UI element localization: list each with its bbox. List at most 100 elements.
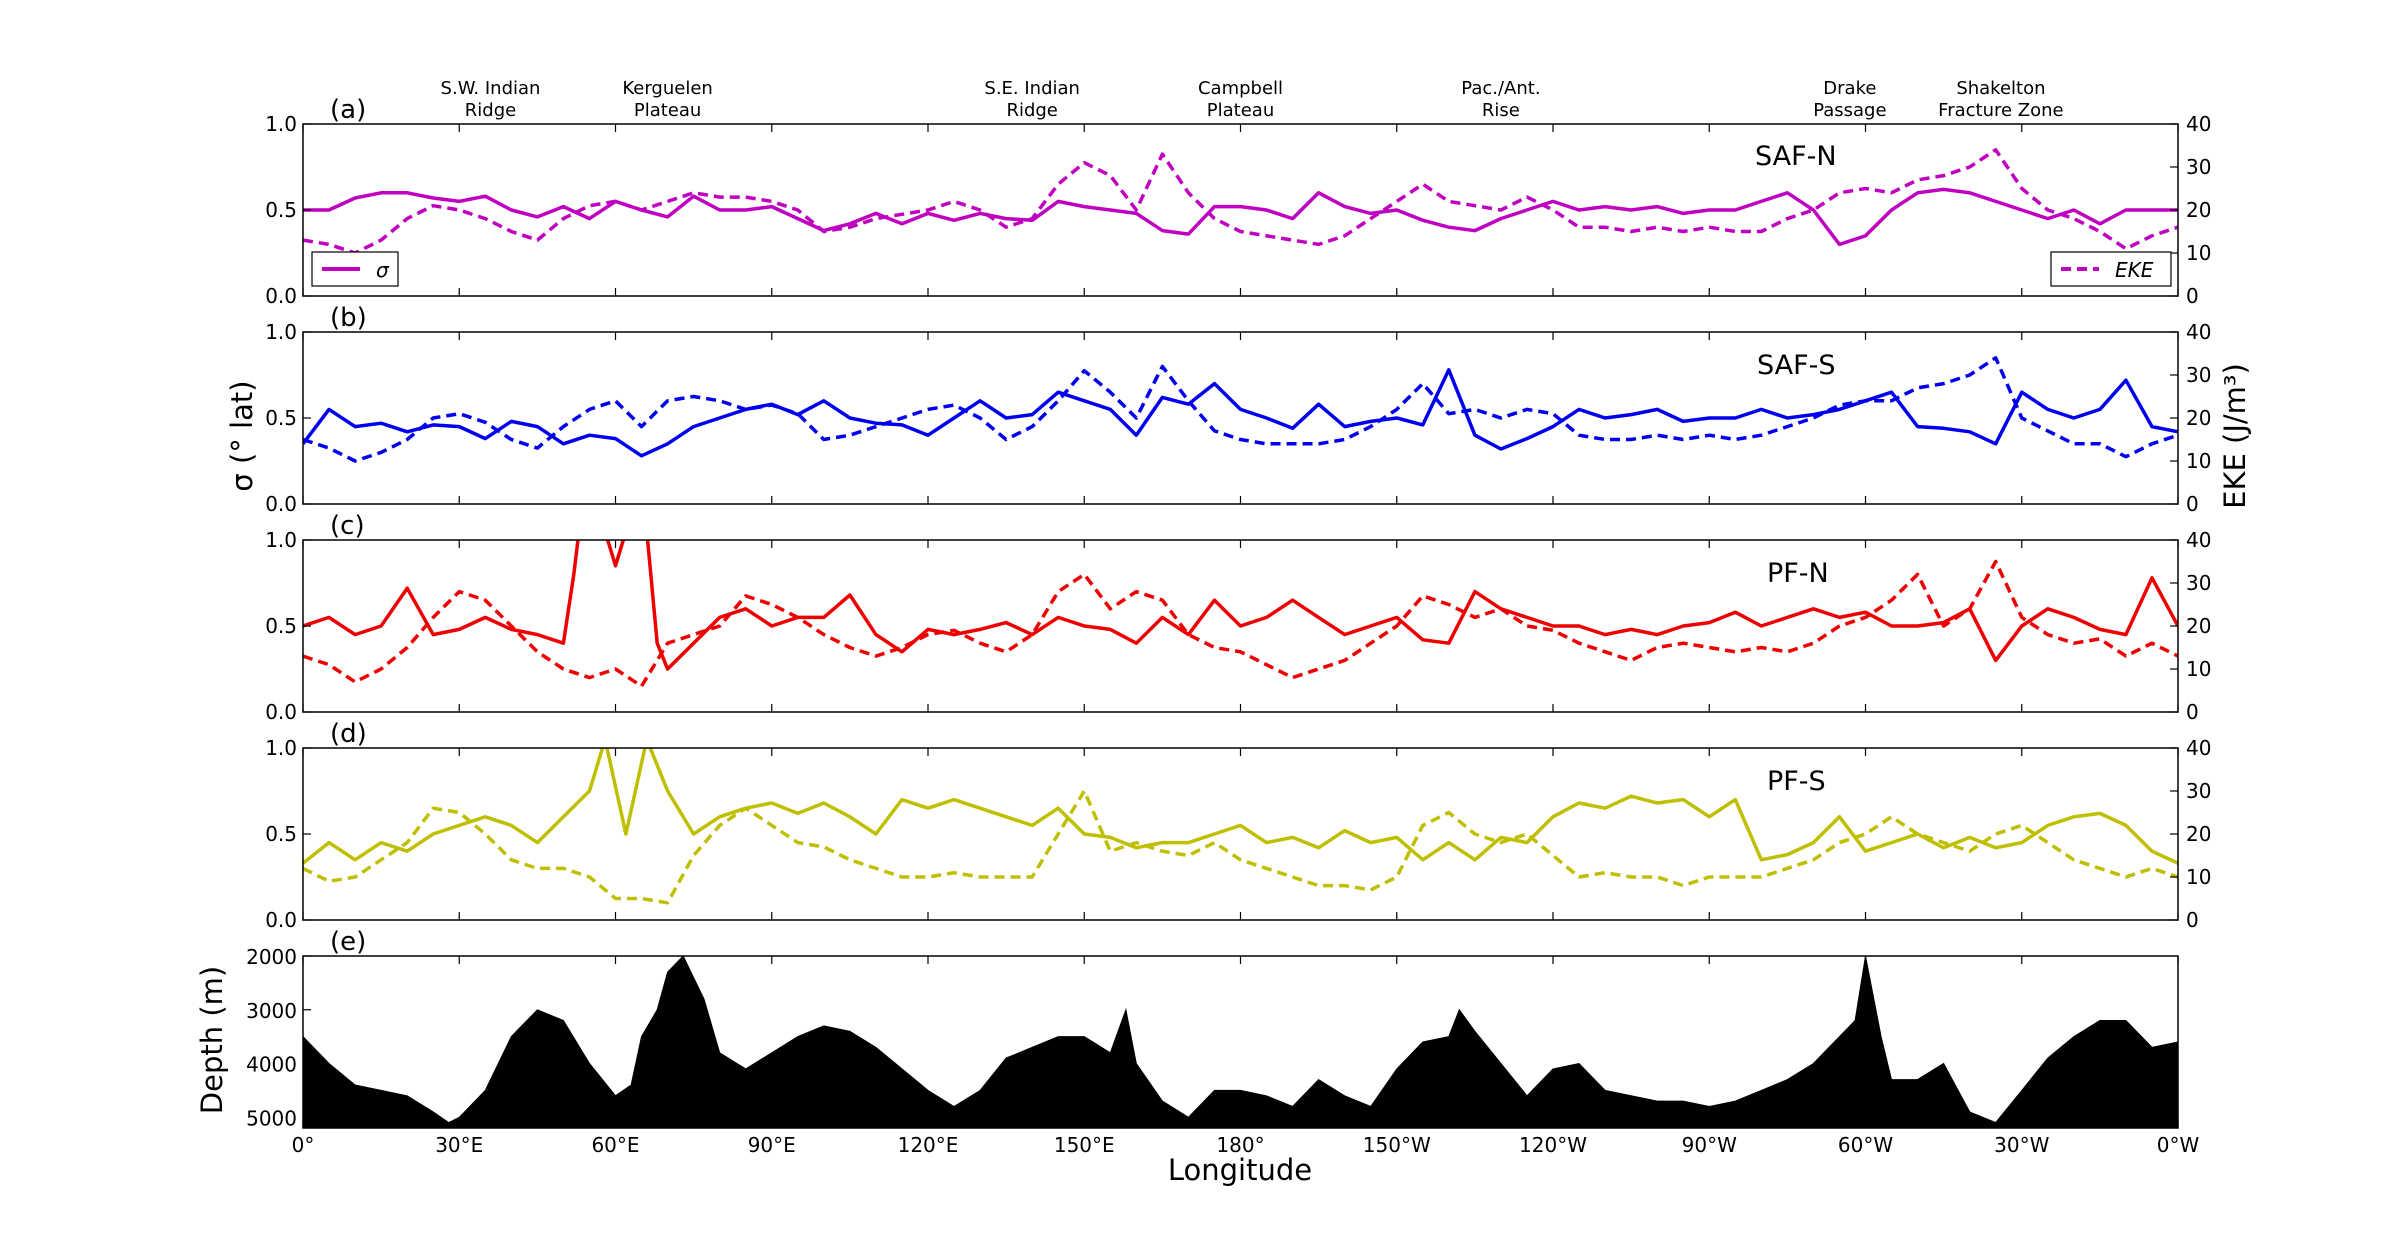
plot-frame <box>302 331 2179 505</box>
feature-label-line2: Fracture Zone <box>1938 100 2063 121</box>
right-tick-label: 0 <box>2186 908 2199 932</box>
feature-label-line2: Ridge <box>465 100 516 121</box>
x-tick-label: 120°E <box>898 1133 959 1157</box>
plot-frame <box>302 747 2179 921</box>
bathymetry-area <box>303 956 2178 1128</box>
feature-label-line1: Campbell <box>1198 78 1283 99</box>
panel-label-e: (e) <box>330 927 366 957</box>
sigma-series-line <box>303 540 2178 671</box>
left-tick-label: 0.5 <box>265 406 297 430</box>
right-tick-label: 40 <box>2186 528 2211 552</box>
right-tick-label: 0 <box>2186 492 2199 516</box>
right-tick-label: 10 <box>2186 865 2211 889</box>
left-tick-label: 0.0 <box>265 492 297 516</box>
panel-pf-n: (c) PF-N 0.0 0.5 1.0 0 10 20 30 40 <box>265 511 2211 724</box>
x-tick-label: 0°W <box>2157 1133 2200 1157</box>
legend-sigma-label: σ <box>376 258 390 282</box>
right-tick-label: 30 <box>2186 571 2211 595</box>
x-tick-label: 180° <box>1216 1133 1264 1157</box>
x-tick-label: 60°E <box>591 1133 639 1157</box>
feature-label-line1: Shakelton <box>1956 78 2045 99</box>
panel-saf-n: (a) SAF-N 0.0 0.5 1.0 0 10 20 30 40 <box>265 95 2211 308</box>
right-tick-label: 10 <box>2186 449 2211 473</box>
y-tick-label: 4000 <box>246 1053 297 1077</box>
feature-label-line1: S.W. Indian <box>441 78 541 99</box>
left-tick-label: 0.5 <box>265 198 297 222</box>
left-tick-label: 0.0 <box>265 700 297 724</box>
x-tick-label: 30°W <box>1994 1133 2049 1157</box>
left-tick-label: 0.0 <box>265 284 297 308</box>
right-tick-label: 30 <box>2186 779 2211 803</box>
left-axis-label: σ (° lat) <box>225 380 259 491</box>
feature-label-line1: S.E. Indian <box>984 78 1080 99</box>
x-tick-label: 150°W <box>1363 1133 1431 1157</box>
x-tick-label: 0° <box>292 1133 315 1157</box>
plot-frame <box>302 955 2179 1129</box>
plot-frame <box>302 123 2179 297</box>
y-tick-label: 5000 <box>246 1106 297 1130</box>
legend-sigma: σ <box>311 251 399 287</box>
plot-frame <box>302 539 2179 713</box>
front-label-pf-s: PF-S <box>1767 766 1826 797</box>
panel-label-d: (d) <box>330 719 367 749</box>
right-tick-label: 20 <box>2186 614 2211 638</box>
right-tick-label: 40 <box>2186 736 2211 760</box>
left-tick-label: 0.0 <box>265 908 297 932</box>
right-tick-label: 10 <box>2186 241 2211 265</box>
right-tick-label: 20 <box>2186 822 2211 846</box>
right-tick-label: 10 <box>2186 657 2211 681</box>
right-tick-label: 30 <box>2186 363 2211 387</box>
right-tick-label: 20 <box>2186 198 2211 222</box>
left-tick-label: 1.0 <box>265 320 297 344</box>
x-tick-label: 120°W <box>1519 1133 1587 1157</box>
left-tick-label: 0.5 <box>265 822 297 846</box>
x-tick-label: 60°W <box>1838 1133 1893 1157</box>
panel-pf-s: (d) PF-S 0.0 0.5 1.0 0 10 20 30 40 <box>265 719 2211 932</box>
left-tick-label: 1.0 <box>265 528 297 552</box>
feature-label-line2: Rise <box>1482 100 1520 121</box>
left-tick-label: 1.0 <box>265 112 297 136</box>
x-tick-label: 30°E <box>435 1133 483 1157</box>
right-tick-label: 30 <box>2186 155 2211 179</box>
x-tick-label: 150°E <box>1054 1133 1115 1157</box>
feature-label-line2: Passage <box>1813 100 1886 121</box>
feature-label-line2: Plateau <box>1207 100 1274 121</box>
sigma-series-line <box>303 187 2178 247</box>
panel-label-b: (b) <box>330 303 367 333</box>
feature-label-line1: Pac./Ant. <box>1461 78 1540 99</box>
depth-axis-label: Depth (m) <box>195 966 229 1114</box>
feature-label-line2: Plateau <box>634 100 701 121</box>
x-tick-label: 90°W <box>1682 1133 1737 1157</box>
left-tick-label: 0.5 <box>265 614 297 638</box>
x-axis-label: Longitude <box>1168 1153 1312 1187</box>
y-tick-label: 3000 <box>246 999 297 1023</box>
right-tick-label: 0 <box>2186 700 2199 724</box>
panel-label-c: (c) <box>330 511 365 541</box>
front-label-saf-n: SAF-N <box>1755 141 1837 172</box>
feature-label-line1: Drake <box>1823 78 1876 99</box>
right-tick-label: 40 <box>2186 320 2211 344</box>
eke-series-line <box>303 148 2178 255</box>
sigma-series-line <box>303 368 2178 458</box>
feature-label-line1: Kerguelen <box>622 78 712 99</box>
legend-eke: EKE <box>2050 251 2172 287</box>
right-tick-label: 20 <box>2186 406 2211 430</box>
y-tick-label: 2000 <box>246 945 297 969</box>
feature-label-line2: Ridge <box>1006 100 1057 121</box>
panel-label-a: (a) <box>330 95 366 125</box>
legend-eke-label: EKE <box>2115 258 2154 282</box>
front-label-saf-s: SAF-S <box>1757 350 1836 381</box>
left-tick-label: 1.0 <box>265 736 297 760</box>
eke-series-line <box>303 789 2178 905</box>
right-tick-label: 40 <box>2186 112 2211 136</box>
panel-bathymetry: (e) 2000 3000 4000 5000 0° 30°E 60°E 90°E 120°E 1… <box>246 927 2199 1157</box>
panel-saf-s: (b) SAF-S 0.0 0.5 1.0 0 10 20 30 40 <box>265 303 2211 516</box>
x-tick-label: 90°E <box>748 1133 796 1157</box>
front-label-pf-n: PF-N <box>1767 558 1829 589</box>
sigma-series-line <box>303 748 2178 865</box>
right-tick-label: 0 <box>2186 284 2199 308</box>
right-axis-label: EKE (J/m³) <box>2218 363 2252 509</box>
eke-series-line <box>303 559 2178 688</box>
